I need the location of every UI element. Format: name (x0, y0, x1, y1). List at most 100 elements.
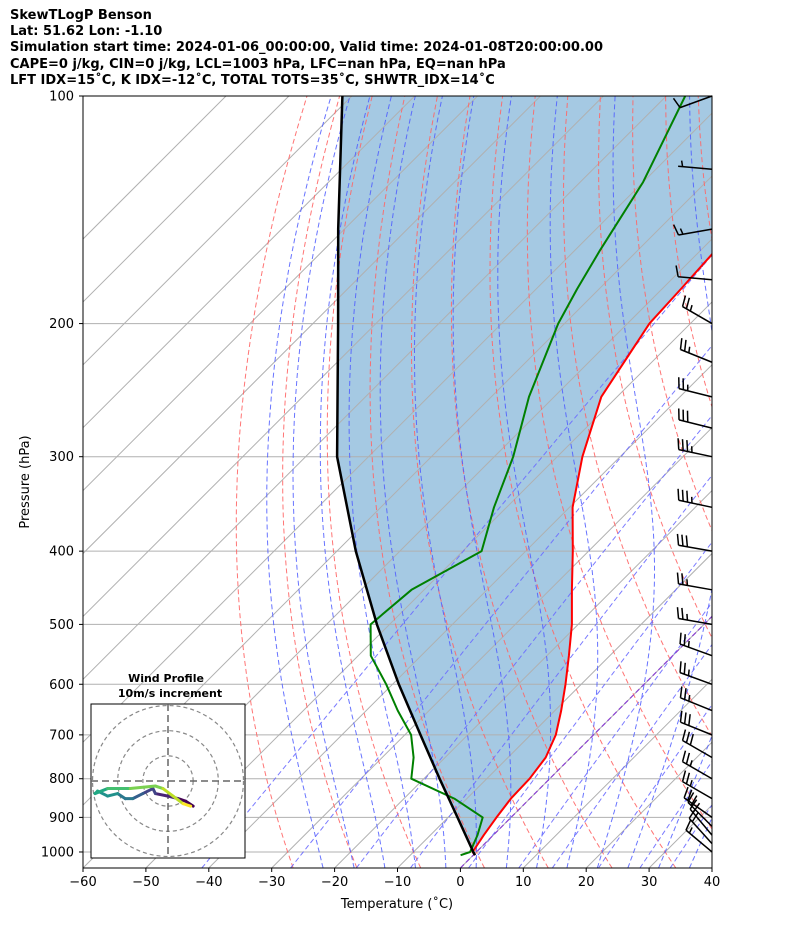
wind-barb (676, 572, 713, 591)
barb-flag (681, 607, 684, 620)
wind-barbs (672, 95, 713, 853)
location-line: Lat: 51.62 Lon: -1.10 (10, 24, 163, 40)
barb-staff (680, 697, 713, 712)
barb-half-flag (688, 346, 691, 353)
barb-flag (689, 799, 698, 810)
x-tick-label: 20 (578, 875, 595, 890)
barb-staff (678, 228, 713, 236)
barb-staff (688, 817, 713, 845)
barb-flag (685, 819, 692, 831)
temperature-line (471, 252, 712, 856)
barb-flag (687, 792, 695, 803)
barb-flag (679, 632, 682, 645)
barb-staff (682, 305, 713, 325)
dry-adiabat (562, 96, 712, 738)
wind-barb (685, 819, 713, 853)
dry-adiabat (489, 96, 677, 868)
dry-adiabat (731, 96, 794, 868)
wind-barb (678, 160, 713, 171)
y-tick-label: 300 (49, 450, 74, 465)
barb-staff (678, 544, 713, 552)
barb-flag (683, 634, 686, 646)
x-tick-label: −40 (195, 875, 222, 890)
plot-area (83, 96, 794, 868)
barb-flag (685, 772, 691, 785)
chart-title: SkewTLogP Benson (10, 8, 152, 23)
barb-flag (676, 572, 680, 584)
barb-flag (683, 786, 689, 799)
barb-flag (687, 789, 693, 801)
barb-staff (678, 448, 713, 458)
barb-flag (681, 750, 687, 762)
barb-flag (676, 607, 680, 619)
dry-adiabat (235, 96, 308, 868)
x-axis-label: Temperature (˚C) (340, 896, 453, 912)
barb-half-flag (689, 779, 693, 787)
moist-adiabat (292, 96, 355, 868)
isotherm-gridline (460, 615, 712, 868)
barb-half-flag (688, 694, 691, 702)
barb-flag (686, 440, 689, 452)
dry-adiabat (369, 96, 485, 868)
barb-flag (683, 712, 687, 724)
dry-adiabat (282, 96, 358, 868)
barb-staff (685, 829, 713, 853)
barb-half-flag (688, 827, 693, 834)
x-tick-label: −60 (69, 875, 96, 890)
barb-flag (677, 438, 680, 450)
y-tick-label: 400 (49, 545, 74, 560)
time-line: Simulation start time: 2024-01-06_00:00:… (10, 40, 603, 56)
barb-half-flag (679, 228, 684, 235)
dewpoint-line (369, 96, 687, 857)
x-tick-label: 10 (515, 875, 532, 890)
mixing-ratio-line (355, 414, 712, 868)
barb-flag (681, 439, 684, 451)
isotherm-gridline (145, 301, 712, 868)
x-tick-label: 0 (456, 875, 464, 890)
wind-barb (676, 607, 713, 626)
barb-staff (682, 780, 713, 800)
moist-adiabat (379, 96, 447, 868)
barb-flag (691, 811, 700, 823)
hodograph-title: Wind Profile (128, 672, 204, 685)
moist-adiabat (266, 96, 332, 868)
barb-half-flag (689, 760, 693, 767)
wind-barb (676, 533, 713, 552)
hodograph-inset: Wind Profile 10m/s increment (90, 672, 246, 859)
mixing-ratio-line (409, 474, 712, 868)
dry-adiabat (450, 96, 613, 868)
hodograph-segment (153, 792, 170, 798)
mixing-ratio-line (290, 344, 712, 868)
y-tick-label: 1000 (41, 845, 74, 860)
wind-barb (681, 729, 713, 759)
barb-staff (679, 95, 713, 109)
dry-adiabat (763, 96, 794, 868)
dry-adiabat (598, 96, 712, 639)
barb-flag (672, 97, 681, 109)
barb-flag (686, 490, 689, 503)
barb-flag (679, 661, 682, 673)
barb-staff (682, 761, 713, 780)
barb-flag (681, 729, 687, 741)
barb-flag (685, 535, 689, 547)
hodograph-segment (93, 787, 110, 796)
y-tick-label: 100 (49, 90, 74, 105)
isotherm-gridline (83, 96, 227, 240)
barb-staff (689, 808, 713, 836)
x-tick-label: −30 (258, 875, 285, 890)
barb-half-flag (689, 304, 693, 312)
barb-staff (678, 583, 713, 591)
wind-barb (681, 750, 713, 780)
barb-flag (683, 339, 687, 352)
moist-adiabat (414, 96, 477, 868)
axis-ticks: −60 −50 −40 −30 −20 −10 0 10 20 30 40 100 200 300 400 5… (41, 90, 720, 891)
barb-flag (685, 752, 691, 765)
y-tick-label: 200 (49, 317, 74, 332)
barb-flag (689, 733, 694, 746)
moist-adiabat (319, 96, 386, 868)
hodograph-segment (128, 784, 157, 791)
wind-barb (679, 710, 713, 736)
isotherm-gridline (83, 96, 290, 303)
y-tick-label: 500 (49, 618, 74, 633)
